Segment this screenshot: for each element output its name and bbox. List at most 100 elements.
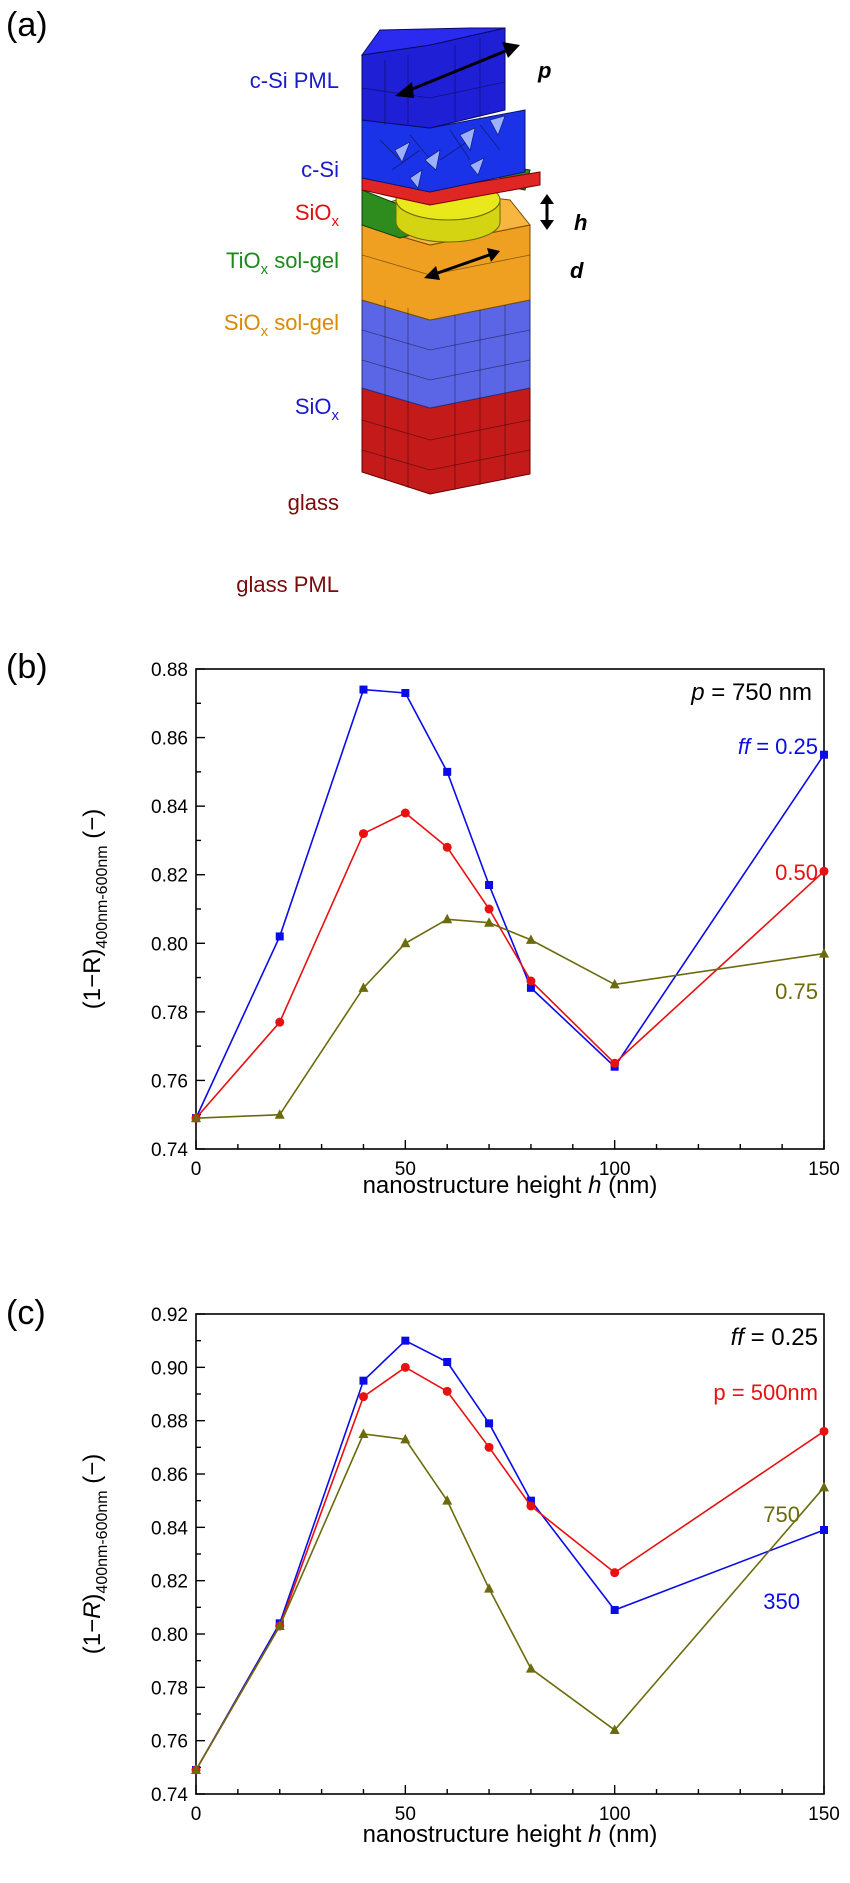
label-h: h	[574, 210, 587, 235]
y-tick-label: 0.86	[151, 1465, 188, 1486]
data-point-circle	[275, 1017, 285, 1027]
stack-illustration	[360, 27, 554, 495]
data-point-square	[401, 1336, 410, 1345]
label-p: p	[537, 58, 551, 83]
y-tick-label: 0.88	[151, 660, 188, 681]
x-tick-label: 100	[599, 1159, 631, 1180]
data-point-square	[443, 767, 452, 776]
label-csi: c-Si	[301, 157, 339, 182]
data-point-triangle	[525, 1663, 536, 1673]
y-tick-label: 0.84	[151, 1518, 188, 1539]
series-line-c-0	[195, 1339, 825, 1771]
panel-b: (b) 0 50 100 150 0.74 0.76 0.78 0.80 0.82 0.84 0.8…	[6, 648, 840, 1199]
y-tick-label: 0.86	[151, 729, 188, 750]
panel-b-letter: (b)	[6, 648, 48, 686]
series-label-c-500: p = 500nm	[713, 1380, 818, 1405]
x-tick-label: 50	[395, 1804, 416, 1825]
series-label-c-750: 750	[763, 1502, 800, 1527]
y-tick-label: 0.88	[151, 1412, 188, 1433]
series-label-b-025: ff = 0.25	[738, 734, 818, 759]
y-tick-label: 0.74	[151, 1140, 188, 1161]
series-label-c-350: 350	[763, 1589, 800, 1614]
y-tick-label: 0.76	[151, 1071, 188, 1092]
data-point-triangle	[819, 1481, 829, 1492]
label-siox-mid: SiOx	[295, 394, 340, 424]
data-point-circle	[819, 866, 829, 876]
data-point-square	[485, 1419, 494, 1428]
data-point-square	[359, 1376, 368, 1385]
data-point-triangle	[819, 948, 829, 958]
x-tick-label: 150	[808, 1804, 840, 1825]
data-point-square	[526, 983, 535, 992]
csi-facets	[394, 115, 506, 189]
ticks-b: 0 50 100 150 0.74 0.76 0.78 0.80 0.82 0.84 0.86 0.8…	[151, 660, 840, 1180]
y-tick-label: 0.82	[151, 1572, 188, 1593]
x-tick-label: 50	[395, 1159, 416, 1180]
series-line-c-2	[195, 1433, 825, 1771]
data-point-triangle	[442, 1495, 453, 1505]
data-point-circle	[484, 1442, 494, 1452]
nanostructure-side	[395, 199, 501, 243]
data-point-square	[401, 689, 410, 697]
y-axis-title-c: (1−R)400nm-600nm (−)	[79, 1454, 111, 1655]
data-point-square	[443, 1358, 452, 1366]
data-point-triangle	[274, 1620, 285, 1630]
corner-label-b: p = 750 nm	[690, 679, 812, 706]
y-axis-title-b: (1−R)400nm-600nm (−)	[79, 809, 111, 1010]
arrow-d	[424, 248, 500, 280]
label-d: d	[570, 258, 584, 283]
data-point-triangle	[400, 937, 411, 948]
data-point-square	[820, 1526, 828, 1534]
data-point-triangle	[525, 934, 536, 944]
data-point-triangle	[358, 982, 369, 992]
series-c	[191, 1336, 829, 1775]
data-point-circle	[400, 1362, 410, 1372]
y-tick-label: 0.80	[151, 1625, 188, 1646]
y-tick-label: 0.78	[151, 1003, 188, 1024]
x-tick-label: 0	[191, 1804, 202, 1825]
data-point-triangle	[400, 1433, 411, 1444]
data-point-triangle	[484, 1583, 495, 1593]
data-point-circle	[819, 1426, 829, 1436]
y-tick-label: 0.76	[151, 1732, 188, 1753]
data-point-circle	[526, 976, 536, 986]
y-tick-label: 0.78	[151, 1678, 188, 1699]
data-point-triangle	[609, 1724, 620, 1734]
series-b	[191, 685, 829, 1123]
label-siox-solgel: SiOx sol-gel	[224, 310, 339, 340]
y-tick-label: 0.74	[151, 1785, 188, 1806]
data-point-triangle	[191, 1764, 201, 1774]
label-tiox-solgel: TiOx sol-gel	[226, 248, 339, 278]
series-line-c-1	[195, 1366, 825, 1771]
y-tick-label: 0.82	[151, 866, 188, 887]
series-line-b-2	[195, 918, 825, 1119]
series-label-b-050: 0.50	[775, 860, 818, 885]
y-tick-label: 0.90	[151, 1358, 188, 1379]
data-point-square	[820, 750, 828, 759]
data-point-triangle	[358, 1428, 369, 1438]
data-point-circle	[442, 1386, 452, 1396]
x-axis-title-c: nanostructure height h (nm)	[363, 1821, 658, 1848]
corner-label-c: ff = 0.25	[731, 1324, 818, 1351]
label-siox-top: SiOx	[295, 200, 340, 230]
panel-a-letter: (a)	[6, 6, 48, 44]
y-tick-label: 0.80	[151, 934, 188, 955]
x-tick-label: 100	[599, 1804, 631, 1825]
data-point-triangle	[609, 978, 620, 989]
data-point-circle	[610, 1568, 620, 1578]
arrow-p	[395, 42, 520, 98]
data-point-square	[359, 685, 368, 694]
data-point-square	[485, 881, 494, 889]
label-csi-pml: c-Si PML	[250, 68, 339, 93]
data-point-circle	[526, 1501, 536, 1511]
panel-c: (c) 0 50 100 150 0.74 0.76 0.78 0.80 0.82 0.84 0.8…	[6, 1294, 840, 1848]
x-tick-label: 0	[191, 1159, 202, 1180]
series-label-b-075: 0.75	[775, 979, 818, 1004]
panel-a: (a)	[6, 6, 587, 597]
label-glass: glass	[288, 490, 339, 515]
data-point-square	[275, 932, 284, 941]
ticks-c: 0 50 100 150 0.74 0.76 0.78 0.80 0.82 0.84 0.86 0.8…	[151, 1305, 840, 1825]
data-point-triangle	[191, 1112, 201, 1123]
data-point-circle	[358, 829, 368, 839]
